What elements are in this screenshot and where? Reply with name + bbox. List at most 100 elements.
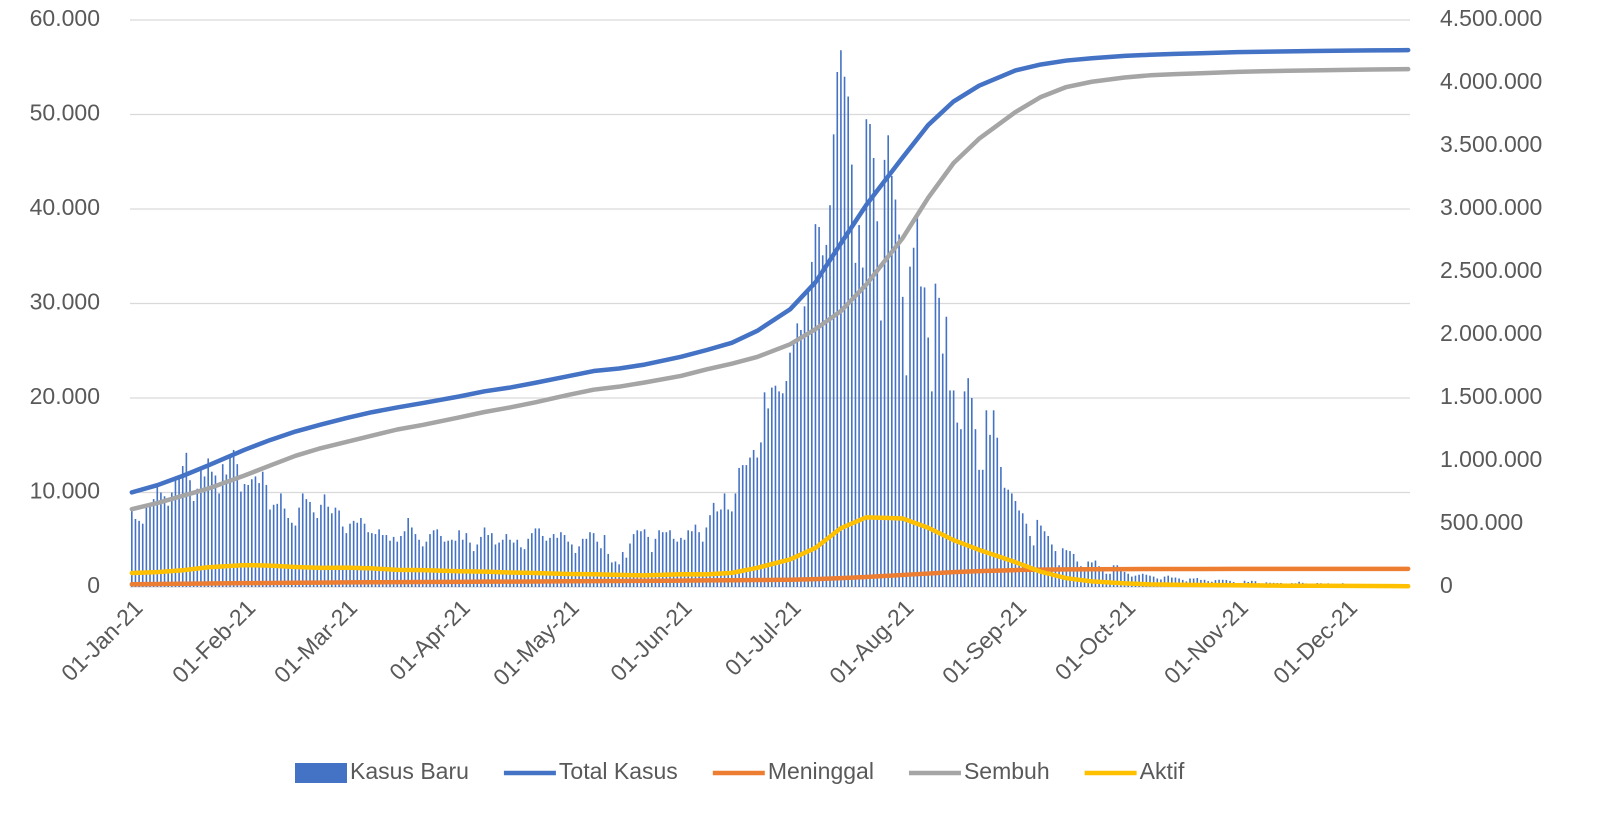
- bar: [356, 522, 359, 587]
- bar: [171, 492, 173, 587]
- bar: [251, 479, 253, 587]
- bar: [1076, 561, 1079, 587]
- bar: [669, 530, 671, 587]
- bar: [898, 234, 900, 587]
- bar: [323, 494, 326, 587]
- bar: [872, 157, 875, 587]
- bar: [247, 484, 249, 587]
- bar: [458, 530, 460, 587]
- bar: [971, 398, 973, 587]
- bar: [349, 523, 351, 587]
- bar: [945, 316, 948, 587]
- bar: [774, 385, 777, 587]
- bar: [607, 553, 609, 587]
- bar: [549, 537, 551, 587]
- bar: [589, 532, 591, 587]
- x-tick-label: 01-Jan-21: [56, 594, 148, 686]
- y2-tick-label: 4.500.000: [1440, 5, 1542, 31]
- bar: [658, 530, 660, 587]
- bar: [992, 410, 995, 587]
- y-tick-label: 50.000: [30, 100, 100, 126]
- bar: [887, 135, 889, 588]
- legend-item: Meninggal: [712, 758, 874, 784]
- bar: [523, 549, 526, 587]
- bar: [352, 520, 355, 587]
- bar: [181, 466, 184, 587]
- bar: [131, 510, 133, 587]
- bar: [1007, 489, 1009, 587]
- bar: [243, 483, 246, 587]
- bar: [338, 510, 340, 587]
- bar: [691, 531, 693, 587]
- bar: [560, 532, 562, 587]
- bar: [294, 525, 297, 587]
- bar: [923, 287, 926, 587]
- bar: [789, 352, 791, 587]
- bar: [149, 502, 151, 587]
- bar: [818, 226, 820, 587]
- bar: [840, 50, 842, 588]
- legend-label: Kasus Baru: [350, 758, 469, 784]
- bar: [891, 175, 893, 588]
- bar: [698, 532, 700, 587]
- bar: [712, 502, 715, 587]
- bar: [283, 508, 286, 587]
- bar: [1141, 573, 1144, 587]
- bar: [600, 548, 602, 587]
- bar: [331, 513, 333, 587]
- bar: [625, 557, 628, 587]
- y2-tick-label: 0: [1440, 572, 1453, 598]
- bar: [556, 537, 559, 587]
- bar: [963, 391, 966, 587]
- bar: [803, 306, 806, 587]
- bar: [200, 467, 202, 587]
- bar: [676, 541, 679, 587]
- x-tick-label: 01-Dec-21: [1268, 594, 1362, 688]
- bar: [141, 523, 144, 587]
- bar: [1120, 567, 1122, 587]
- bar: [145, 503, 148, 587]
- bar: [1047, 535, 1049, 587]
- bar: [796, 323, 799, 587]
- bar: [985, 410, 988, 587]
- bar: [727, 509, 729, 587]
- y-tick-label: 60.000: [30, 5, 100, 31]
- legend-item: Sembuh: [908, 758, 1050, 784]
- bar: [272, 504, 275, 587]
- bar: [752, 449, 755, 587]
- bar: [1145, 574, 1148, 587]
- bar: [731, 511, 733, 587]
- bar: [967, 378, 969, 587]
- bar: [1134, 575, 1137, 587]
- bar: [152, 499, 155, 587]
- bar: [363, 523, 366, 587]
- bar: [643, 529, 646, 587]
- bar: [534, 528, 537, 587]
- bar: [396, 541, 399, 587]
- bar: [778, 391, 780, 587]
- bar: [960, 429, 962, 587]
- bar: [1036, 519, 1039, 587]
- bar: [1127, 573, 1129, 587]
- bar: [345, 533, 348, 587]
- bar: [767, 408, 769, 587]
- bar: [174, 480, 177, 587]
- bar: [651, 552, 653, 587]
- bar: [218, 493, 220, 587]
- bar: [1138, 574, 1140, 587]
- bar: [941, 353, 944, 587]
- bar: [1094, 560, 1097, 587]
- bar: [425, 541, 428, 587]
- bar: [436, 529, 439, 587]
- bar: [538, 528, 540, 587]
- bar: [461, 539, 464, 587]
- bar: [341, 526, 344, 587]
- bar: [1152, 576, 1155, 587]
- bar: [232, 449, 235, 587]
- line: [129, 47, 1411, 495]
- x-tick-label: 01-May-21: [488, 594, 584, 690]
- bar: [1040, 525, 1042, 587]
- bar: [981, 469, 984, 587]
- bar: [683, 539, 686, 587]
- bar: [512, 542, 515, 587]
